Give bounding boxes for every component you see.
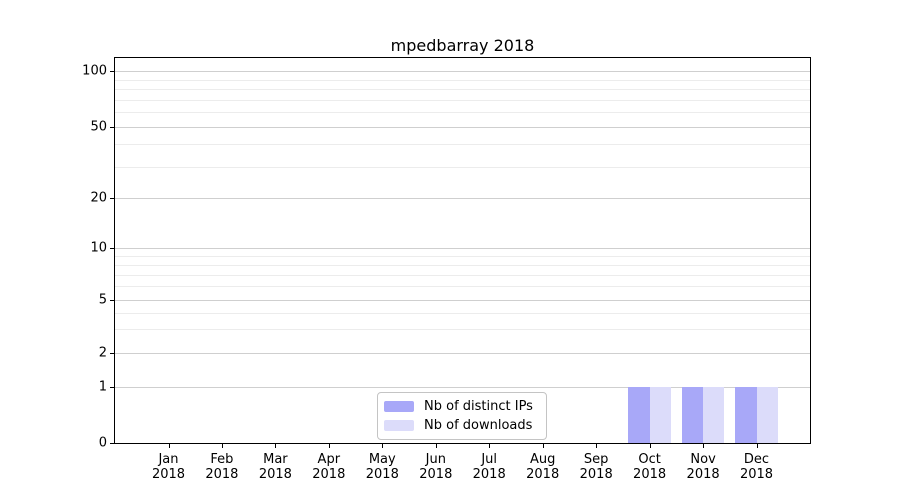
y-minor-gridline bbox=[115, 274, 810, 276]
y-minor-gridline bbox=[115, 89, 810, 91]
legend-swatch bbox=[384, 420, 414, 431]
y-tick-label: 100 bbox=[82, 63, 107, 79]
y-tick-mark bbox=[110, 126, 114, 128]
x-tick-label: Jan 2018 bbox=[151, 452, 186, 482]
y-major-gridline bbox=[115, 71, 810, 73]
chart-title: mpedbarray 2018 bbox=[390, 36, 535, 55]
x-tick-label: May 2018 bbox=[365, 452, 399, 482]
x-tick-label: Sep 2018 bbox=[579, 452, 613, 482]
y-minor-gridline bbox=[115, 111, 810, 113]
x-tick-mark bbox=[221, 444, 223, 448]
y-tick-mark bbox=[110, 248, 114, 249]
plot-area: Nb of distinct IPs Nb of downloads bbox=[110, 57, 811, 448]
y-minor-gridline bbox=[115, 312, 810, 314]
x-tick-mark bbox=[168, 444, 170, 448]
y-minor-gridline bbox=[115, 166, 810, 168]
y-tick-label: 0 bbox=[98, 435, 107, 451]
x-tick-mark bbox=[328, 444, 330, 448]
y-major-gridline bbox=[115, 248, 810, 249]
y-tick-label: 50 bbox=[90, 119, 107, 135]
y-tick-mark bbox=[110, 387, 114, 389]
legend-label: Nb of downloads bbox=[424, 418, 533, 433]
y-axis-labels: 0 1 2 5 10 20 50 100 bbox=[0, 57, 107, 451]
x-tick-label: Jul 2018 bbox=[472, 452, 506, 482]
x-tick-mark bbox=[756, 444, 758, 448]
y-tick-mark bbox=[110, 299, 114, 301]
y-minor-gridline bbox=[115, 99, 810, 101]
legend-item: Nb of distinct IPs bbox=[384, 399, 538, 414]
y-tick-mark bbox=[110, 198, 114, 200]
y-major-gridline bbox=[115, 299, 810, 301]
x-tick-mark bbox=[596, 444, 598, 448]
y-tick-label: 5 bbox=[98, 292, 107, 308]
y-tick-mark bbox=[110, 443, 114, 444]
x-tick-mark bbox=[382, 444, 384, 448]
bar-distinct-ips bbox=[628, 387, 650, 443]
y-minor-gridline bbox=[115, 256, 810, 258]
y-tick-label: 20 bbox=[90, 190, 107, 206]
x-tick-label: Dec 2018 bbox=[739, 452, 774, 482]
y-minor-gridline bbox=[115, 286, 810, 288]
y-tick-mark bbox=[110, 71, 114, 73]
y-major-gridline bbox=[115, 198, 810, 200]
x-tick-label: Feb 2018 bbox=[205, 452, 239, 482]
legend: Nb of distinct IPs Nb of downloads bbox=[377, 392, 547, 440]
x-tick-mark bbox=[435, 444, 437, 448]
y-major-gridline bbox=[115, 352, 810, 354]
legend-swatch bbox=[384, 401, 414, 412]
legend-label: Nb of distinct IPs bbox=[424, 399, 533, 414]
y-tick-label: 2 bbox=[98, 345, 107, 360]
bar-distinct-ips bbox=[735, 387, 757, 443]
bar-downloads bbox=[703, 387, 725, 443]
x-tick-label: Mar 2018 bbox=[258, 452, 292, 482]
y-major-gridline bbox=[115, 126, 810, 128]
x-tick-label: Nov 2018 bbox=[686, 452, 720, 482]
x-tick-label: Jun 2018 bbox=[419, 452, 453, 482]
y-tick-label: 1 bbox=[98, 379, 107, 395]
y-minor-gridline bbox=[115, 329, 810, 331]
y-major-gridline bbox=[115, 387, 810, 389]
legend-item: Nb of downloads bbox=[384, 418, 538, 433]
bar-downloads bbox=[649, 387, 671, 443]
y-minor-gridline bbox=[115, 264, 810, 266]
y-minor-gridline bbox=[115, 144, 810, 145]
bar-downloads bbox=[756, 387, 778, 443]
x-axis-labels: Jan 2018 Feb 2018 Mar 2018 Apr 2018 May 2018 Jun 20… bbox=[114, 452, 811, 486]
x-tick-label: Apr 2018 bbox=[312, 452, 346, 482]
y-tick-label: 10 bbox=[90, 240, 107, 256]
y-minor-gridline bbox=[115, 79, 810, 81]
y-tick-mark bbox=[110, 352, 114, 354]
x-tick-mark bbox=[275, 444, 277, 448]
x-tick-mark bbox=[489, 444, 491, 448]
x-tick-mark bbox=[703, 444, 705, 448]
x-tick-label: Aug 2018 bbox=[526, 452, 560, 482]
bar-distinct-ips bbox=[681, 387, 704, 443]
x-tick-mark bbox=[649, 444, 651, 448]
x-tick-label: Oct 2018 bbox=[633, 452, 667, 482]
x-tick-mark bbox=[542, 444, 544, 448]
